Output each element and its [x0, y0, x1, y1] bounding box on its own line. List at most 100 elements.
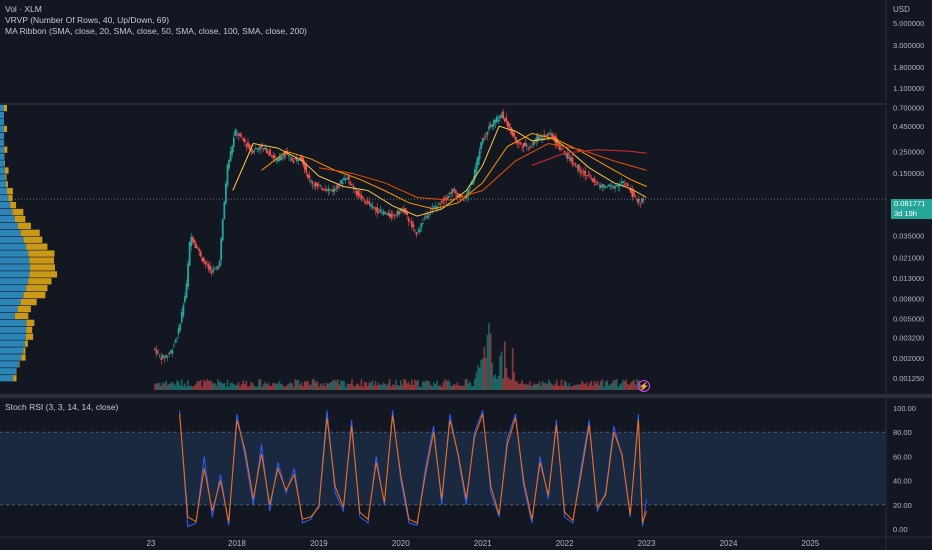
volume-bar	[626, 383, 629, 390]
candle-body	[595, 183, 598, 185]
volume-bar	[401, 384, 404, 390]
volume-profile-up	[0, 222, 18, 230]
legend-ma-ribbon[interactable]: MA Ribbon (SMA, close, 20, SMA, close, 5…	[5, 26, 307, 36]
volume-bar	[234, 385, 237, 390]
candle-body	[187, 263, 189, 287]
volume-bar	[275, 383, 278, 390]
volume-bar	[472, 386, 475, 390]
volume-bar	[226, 379, 229, 390]
volume-bar	[185, 386, 188, 390]
volume-profile-down	[4, 167, 9, 174]
candle-body	[362, 196, 364, 198]
candle-body	[533, 141, 536, 144]
candle-body	[407, 218, 410, 222]
candle-body	[497, 119, 500, 122]
volume-bar	[551, 384, 553, 390]
volume-bar	[573, 384, 575, 390]
legend-vrvp[interactable]: VRVP (Number Of Rows, 40, Up/Down, 69)	[5, 15, 170, 25]
volume-profile-down	[8, 195, 13, 202]
candle-body	[190, 236, 193, 247]
candle-body	[273, 155, 276, 159]
candle-body	[188, 242, 191, 266]
volume-bar	[403, 379, 405, 390]
volume-profile-up	[0, 333, 26, 340]
candle-body	[223, 201, 226, 219]
stoch-rsi-d-line	[179, 413, 648, 524]
volume-profile-down	[12, 208, 24, 216]
volume-bar	[507, 377, 509, 390]
candle-body	[428, 213, 431, 216]
volume-bar	[544, 382, 547, 390]
candle-body	[202, 258, 205, 262]
candle-body	[199, 251, 202, 257]
candle-body	[351, 184, 353, 185]
volume-bar	[251, 383, 254, 390]
candle-body	[541, 137, 544, 139]
volume-profile-down	[29, 271, 58, 278]
time-tick-label: 2024	[720, 539, 738, 548]
candle-body	[491, 124, 494, 127]
volume-profile-up	[0, 319, 27, 326]
volume-bar	[579, 384, 582, 390]
candlesticks	[154, 108, 645, 366]
candle-body	[352, 186, 355, 189]
candle-body	[250, 149, 253, 152]
volume-bar	[510, 379, 512, 390]
volume-bar	[244, 383, 246, 390]
volume-bar	[530, 386, 533, 390]
volume-profile-up	[0, 208, 13, 216]
price-tick-label: 0.700000	[893, 103, 924, 112]
rsi-tick-label: 60.00	[893, 452, 912, 461]
candle-body	[406, 211, 408, 216]
candle-body	[280, 156, 282, 160]
volume-bar	[198, 381, 200, 390]
volume-bar	[455, 385, 457, 390]
candle-body	[631, 190, 634, 198]
volume-bar	[519, 383, 522, 390]
candle-body	[270, 155, 273, 157]
volume-bar	[584, 383, 586, 390]
candle-body	[325, 190, 328, 191]
candle-body	[611, 184, 613, 186]
candle-body	[530, 146, 533, 148]
lightning-icon[interactable]: ⚡	[638, 380, 650, 392]
volume-bar	[259, 379, 262, 390]
volume-bar	[385, 385, 388, 390]
candle-body	[549, 133, 552, 134]
volume-bar	[422, 381, 424, 390]
volume-bar	[477, 365, 479, 390]
candle-body	[499, 115, 501, 119]
candle-body	[165, 355, 167, 358]
candle-body	[174, 340, 177, 343]
volume-bar	[157, 383, 159, 390]
candle-body	[500, 114, 503, 118]
volume-bar	[440, 386, 443, 390]
candle-body	[275, 159, 278, 161]
volume-bar	[253, 385, 256, 390]
volume-bar	[336, 379, 339, 390]
volume-bar	[541, 381, 544, 390]
price-tick-label: 0.002000	[893, 354, 924, 363]
volume-bar	[278, 381, 281, 390]
volume-bar	[215, 385, 218, 390]
candle-body	[291, 158, 293, 162]
volume-bar	[562, 385, 564, 390]
candle-body	[382, 211, 385, 215]
candle-body	[224, 183, 227, 204]
volume-bar	[617, 386, 620, 390]
candle-body	[212, 268, 215, 272]
volume-profile-down	[7, 188, 13, 195]
legend-symbol[interactable]: Vol · XLM	[5, 4, 42, 14]
candle-body	[455, 190, 457, 194]
volume-bar	[614, 380, 616, 390]
candle-body	[417, 231, 420, 233]
volume-bar	[269, 385, 271, 390]
candle-body	[322, 189, 325, 191]
candle-body	[283, 153, 286, 158]
volume-bar	[570, 386, 572, 390]
stoch-rsi-legend[interactable]: Stoch RSI (3, 3, 14, 14, close)	[5, 402, 119, 412]
volume-bar	[201, 386, 204, 390]
ma-ribbon	[232, 125, 647, 217]
volume-profile-up	[0, 111, 5, 119]
